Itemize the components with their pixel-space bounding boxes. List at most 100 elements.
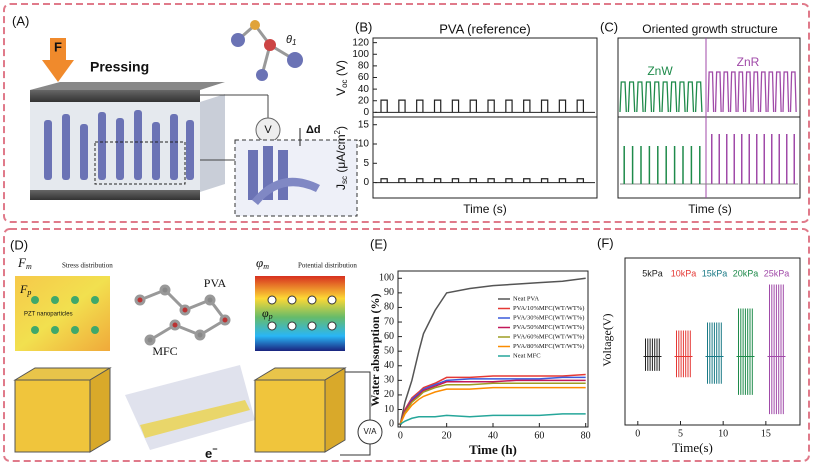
pulse [416,178,424,183]
panel-label: (F) [597,235,614,250]
trace [705,322,724,384]
pulse [433,178,442,183]
pulse [398,178,406,183]
top-frame [3,3,810,223]
panel-label: (D) [10,237,28,252]
pulse [523,99,531,113]
molecule-label: MFC [152,344,177,358]
meter-label: V [264,124,272,136]
category-label: 15kPa [702,268,728,278]
y-tick-label: 10 [384,404,394,415]
panel-label: (E) [370,236,387,251]
trace [707,71,797,113]
pulse [558,99,567,113]
label-part: V [334,88,348,96]
pulse [558,178,567,183]
series-label: ZnR [737,55,760,69]
y-tick-label: 80 [384,302,394,313]
label-part: ) [334,126,348,130]
pulse [505,99,513,113]
pulse [540,99,549,113]
legend-label: Neat MFC [513,352,541,359]
data-line [399,373,586,425]
pulse [487,99,495,113]
trace [643,338,662,371]
plate [30,82,225,90]
electron-label: e− [205,444,218,461]
plot-frame [624,257,801,426]
pressing-label: Pressing [90,59,149,75]
x-tick-label: 10 [718,428,728,439]
trace [767,284,786,415]
x-axis-title: Time(s) [672,440,713,455]
label-part: J [334,184,348,190]
x-tick-label: 5 [678,428,683,439]
y-tick-label: 120 [352,37,369,48]
category-label: 5kPa [642,268,663,278]
x-tick-label: 20 [442,430,452,441]
caption: PZT nanoparticles [24,312,73,318]
pulse [576,178,585,183]
panel-title: Oriented growth structure [642,22,778,36]
sheet [140,400,250,438]
theta-label: θ1 [286,34,296,47]
pulse [487,178,495,183]
delta-label: Δd [306,124,321,136]
heatmap [15,276,110,351]
data-line [399,277,586,425]
pulse [451,178,460,183]
symbol: φm [256,255,269,271]
y-tick-label: 50 [384,345,394,356]
y-tick-label: 60 [384,331,394,342]
symbol: φp [262,306,273,321]
heatmap [255,276,345,351]
caption: Stress distribution [62,262,113,270]
force-label: F [54,39,62,54]
trace [619,81,703,113]
y-tick-label: 40 [358,84,370,95]
data-line [399,376,586,425]
particles [267,295,337,331]
y-tick-label: 15 [358,119,370,130]
x-tick-label: 40 [488,430,498,441]
panel-c: (C) Oriented growth structure ZnW ZnR Ti… [600,19,801,216]
label-part: oc [340,79,349,87]
frame [617,37,801,199]
pulse [380,178,388,183]
pulse [469,99,478,113]
zoom-box [94,141,186,185]
y-tick-label: 70 [384,316,394,327]
x-axis-title: Time (h) [469,442,517,457]
y-tick-label: 80 [358,61,370,72]
y-tick-label: 0 [363,107,369,118]
x-axis-title: Time (s) [688,202,732,216]
cube [13,367,112,453]
y-tick-label: 30 [384,375,394,386]
x-tick-label: 60 [534,430,544,441]
y-tick-label: 100 [379,273,394,284]
symbol: Fm [17,255,32,271]
panel-label: (B) [355,19,372,34]
pulse [540,178,549,183]
pulse [380,99,388,113]
x-tick-label: 15 [761,428,771,439]
trace [623,146,701,184]
pulse [523,178,531,183]
y-tick-label: 10 [358,139,370,150]
cube [253,367,347,453]
label-part: sc [340,176,349,184]
label-part: (V) [334,60,348,79]
data-line [399,413,586,425]
label-part: 2 [333,129,342,134]
legend-label: PVA/10%MFC(WT/WT%) [513,305,584,312]
trace [711,134,795,184]
y-axis-title: Water absorption (%) [368,293,382,406]
pulse [398,99,406,113]
legend-label: PVA/60%MFC(WT/WT%) [513,333,584,340]
legend-label: PVA/50%MFC(WT/WT%) [513,324,584,331]
trace [674,330,693,378]
pulse [576,99,585,113]
series-label: ZnW [647,64,673,78]
inset-fibers [248,146,320,205]
